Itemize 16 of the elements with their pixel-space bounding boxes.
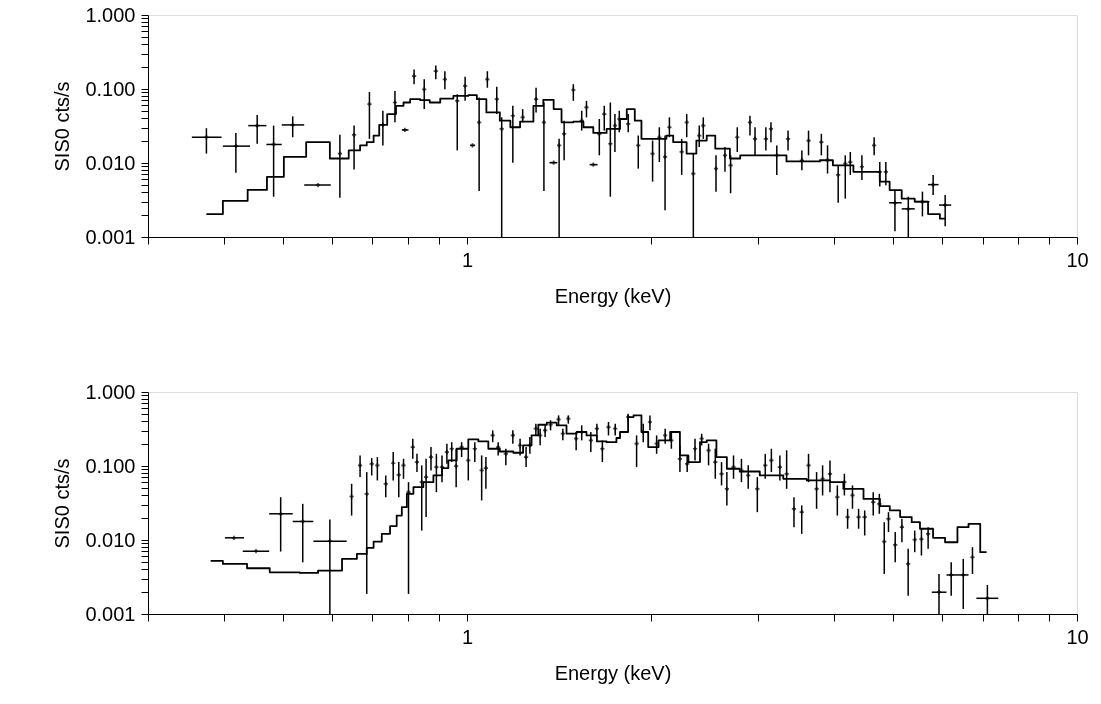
y-tick-label: 1.000 <box>85 380 136 403</box>
y-tick-label: 0.010 <box>85 151 136 174</box>
y-tick-label: 0.001 <box>85 602 136 625</box>
x-tick-label: 10 <box>1066 625 1089 648</box>
y-tick-label: 0.010 <box>85 528 136 551</box>
x-axis-title: Energy (keV) <box>554 661 672 684</box>
y-axis-title: SIS0 cts/s <box>51 81 74 172</box>
y-tick-label: 0.001 <box>85 225 136 248</box>
y-tick-label: 0.100 <box>85 77 136 100</box>
y-tick-label: 1.000 <box>85 3 136 26</box>
x-tick-label: 1 <box>461 625 474 648</box>
y-axis-title: SIS0 cts/s <box>51 458 74 549</box>
x-axis-title: Energy (keV) <box>554 284 672 307</box>
x-tick-label: 1 <box>461 248 474 271</box>
x-tick-label: 10 <box>1066 248 1089 271</box>
y-tick-label: 0.100 <box>85 454 136 477</box>
